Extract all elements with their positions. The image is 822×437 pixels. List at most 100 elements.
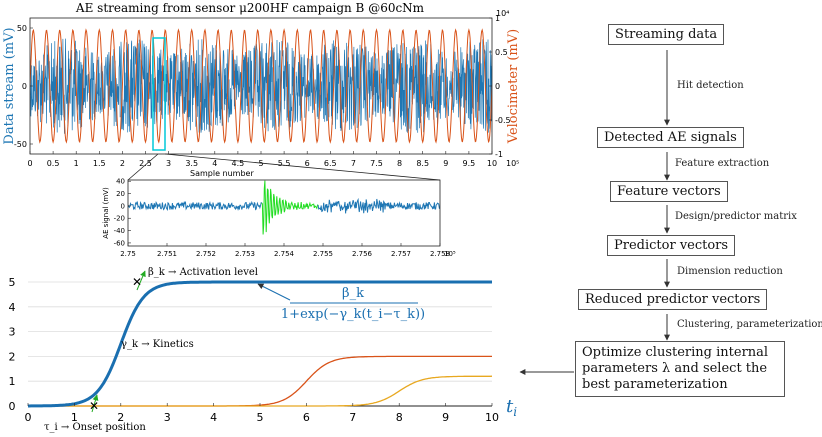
stream-x-tick-label: 5.5 — [278, 159, 291, 168]
stream-left-tick-label: 0 — [22, 82, 27, 91]
zoom-y-tick-label: -60 — [114, 239, 125, 247]
stream-x-tick-label: 5 — [258, 159, 263, 168]
ae-signal-pre — [128, 200, 262, 211]
stream-x-tick-label: 9 — [443, 159, 448, 168]
zoom-y-label: AE signal (mV) — [102, 187, 110, 239]
formula-denominator: 1+exp(−γ_k(t_i−τ_k)) — [281, 307, 425, 322]
stream-left-tick-label: -50 — [14, 140, 27, 149]
flow-box-optimize-clustering: Optimize clustering internal parameters … — [575, 341, 785, 397]
stream-x-tick-label: 8 — [397, 159, 402, 168]
stream-x-tick-label: 10 — [487, 159, 497, 168]
zoom-connector-left — [127, 153, 159, 181]
sigmoid-x-tick-label: 7 — [349, 411, 356, 424]
stream-x-tick-label: 3.5 — [185, 159, 198, 168]
zoom-y-tick-label: 0 — [121, 202, 125, 210]
zoom-x-tick-label: 2.756 — [352, 250, 373, 258]
sigmoid-grid — [28, 281, 492, 382]
sigmoid-y-tick-label: 0 — [9, 400, 16, 413]
zoom-x-tick-label: 2.754 — [274, 250, 295, 258]
flow-box-reduced-predictor: Reduced predictor vectors — [578, 289, 768, 310]
sigmoid-y-ticks: 0 1 2 3 4 5 — [9, 276, 16, 413]
sigmoid-chart: 0 1 2 3 4 5 6 7 8 9 10 0 1 2 3 4 5 ti ✕ β_k → Activatio… — [9, 267, 518, 433]
stream-left-ticks: 50 0 -50 — [14, 24, 33, 149]
stream-x-ticks: 0 0.5 1 1.5 2 2.5 3 3.5 4 4.5 5 5.5 6 6.5 7 7.5 8 8.5 9 9.5… — [27, 151, 497, 168]
stream-x-label: Sample number — [190, 169, 254, 178]
flow-label-dimension-reduction: Dimension reduction — [677, 266, 783, 277]
flow-box-predictor-vectors: Predictor vectors — [607, 235, 736, 256]
sigmoid-curve-1 — [28, 280, 492, 408]
zoom-plot-frame — [127, 179, 441, 247]
sigmoid-x-tick-label: 5 — [257, 411, 264, 424]
zoom-x-tick-label: 2.757 — [391, 250, 411, 258]
ae-burst-line — [261, 180, 319, 235]
sigmoid-x-ticks: 0 1 2 3 4 5 6 7 8 9 10 — [25, 403, 499, 424]
activation-label: β_k → Activation level — [148, 267, 258, 278]
onset-arrow — [91, 394, 99, 413]
sigmoid-y-tick-label: 1 — [9, 375, 16, 388]
zoom-y-tick-label: -20 — [114, 215, 125, 223]
stream-left-tick-label: 50 — [17, 24, 27, 33]
stream-x-tick-label: 3 — [166, 159, 171, 168]
stream-plot-area — [30, 28, 492, 144]
flow-label-feature-extraction: Feature extraction — [675, 158, 770, 169]
sigmoid-y-tick-label: 5 — [9, 276, 16, 289]
onset-annotation: ✕ τ_i → Onset position — [44, 394, 146, 433]
stream-x-tick-label: 4.5 — [232, 159, 245, 168]
stream-x-tick-label: 7.5 — [370, 159, 383, 168]
stream-x-tick-label: 8.5 — [416, 159, 429, 168]
zoom-x-exponent: 10⁵ — [444, 250, 456, 258]
zoom-connector-right — [164, 153, 441, 181]
onset-marker: ✕ — [89, 399, 99, 413]
stream-x-tick-label: 0.5 — [47, 159, 60, 168]
flow-box-streaming-data: Streaming data — [608, 24, 725, 45]
stream-right-tick-label: -0.5 — [495, 116, 511, 125]
formula-pointer — [257, 283, 291, 301]
sigmoid-formula: β_k 1+exp(−γ_k(t_i−τ_k)) — [257, 283, 425, 322]
sigmoid-x-tick-label: 2 — [117, 411, 124, 424]
zoom-x-tick-label: 2.752 — [196, 250, 216, 258]
activation-annotation: ✕ β_k → Activation level — [132, 267, 258, 291]
ae-signal-post — [317, 197, 440, 214]
stream-x-tick-label: 4 — [212, 159, 217, 168]
stream-chart-title: AE streaming from sensor μ200HF campaign… — [75, 1, 425, 15]
flow-label-clustering: Clustering, parameterization — [677, 319, 822, 330]
velocity-right-ylabel: Velocimeter (mV) — [506, 29, 521, 144]
sigmoid-x-tick-label: 0 — [25, 411, 32, 424]
kinetics-label: γ_k → Kinetics — [121, 339, 194, 350]
stream-right-tick-label: 1 — [495, 14, 500, 23]
zoom-highlight-box — [152, 37, 166, 151]
sigmoid-x-label: ti — [506, 396, 517, 419]
flow-box-feature-vectors: Feature vectors — [610, 181, 728, 202]
stream-right-tick-label: 0.5 — [495, 48, 508, 57]
sigmoid-y-tick-label: 4 — [9, 301, 16, 314]
stream-x-tick-label: 7 — [351, 159, 356, 168]
flow-label-design-matrix: Design/predictor matrix — [675, 211, 797, 222]
stream-chart: AE streaming from sensor μ200HF campaign… — [2, 1, 521, 178]
flow-connectors — [519, 50, 670, 375]
stream-x-tick-label: 9.5 — [463, 159, 476, 168]
stream-x-tick-label: 1 — [74, 159, 79, 168]
flow-box-detected-ae: Detected AE signals — [597, 127, 744, 148]
stream-x-tick-label: 6.5 — [324, 159, 337, 168]
stream-x-tick-label: 0 — [27, 159, 32, 168]
velocity-exponent: 10⁴ — [496, 9, 509, 18]
activation-arrow — [136, 270, 146, 291]
activation-marker: ✕ — [132, 275, 142, 289]
velocity-line — [30, 28, 492, 144]
sigmoid-x-tick-label: 3 — [164, 411, 171, 424]
data-stream-line — [30, 38, 492, 134]
sigmoid-x-tick-label: 9 — [442, 411, 449, 424]
stream-right-ticks: 1 0.5 0 -0.5 -1 — [489, 14, 511, 159]
zoom-x-tick-label: 2.751 — [157, 250, 177, 258]
sigmoid-y-tick-label: 2 — [9, 350, 16, 363]
zoom-x-tick-label: 2.753 — [235, 250, 255, 258]
zoom-y-ticks: 40 20 0 -20 -40 -60 — [114, 178, 131, 247]
sigmoid-x-tick-label: 6 — [303, 411, 310, 424]
sigmoid-x-tick-label: 8 — [396, 411, 403, 424]
zoom-y-tick-label: 40 — [116, 178, 125, 186]
sigmoid-x-tick-label: 1 — [71, 411, 78, 424]
sigmoid-x-tick-label: 10 — [485, 411, 499, 424]
sigmoid-y-tick-label: 3 — [9, 326, 16, 339]
